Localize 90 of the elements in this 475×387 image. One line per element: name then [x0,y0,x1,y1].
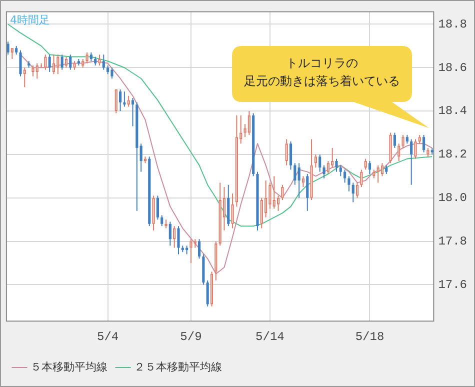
candlestick [348,176,350,192]
candlestick [298,162,300,198]
candlestick [60,54,64,70]
y-tick-label: 18.6 [438,60,468,75]
y-tick-label: 17.8 [438,234,468,248]
candlestick [376,164,380,184]
candlestick [364,158,367,170]
candlestick [152,195,155,231]
candlestick [402,134,404,148]
candlestick [64,56,68,68]
candlestick [123,91,126,108]
candlestick [210,271,214,307]
candlestick [168,221,172,246]
candlestick [356,182,359,198]
candlestick [268,182,272,210]
candlestick [156,195,159,220]
candlestick [114,88,118,114]
candlestick [352,182,354,203]
candlestick [285,138,288,166]
candlestick [118,88,122,112]
candlestick [160,214,164,227]
candlestick [231,193,234,229]
x-tick-label: 5/9 [180,330,202,344]
candlestick [36,62,38,79]
candlestick [276,195,280,212]
candlestick [335,158,338,172]
candlestick [414,138,417,160]
candlestick [360,169,363,188]
y-tick-label: 18.4 [438,104,468,118]
candlestick [32,64,34,77]
candlestick [44,54,47,70]
candlestick [281,184,284,201]
candlestick [56,54,60,75]
annotation: トルコリラの [285,55,359,72]
candlestick [69,54,72,70]
candlestick [339,164,342,177]
y-tick-label: 17.6 [438,278,468,292]
candlestick [410,138,413,186]
candlestick [344,169,346,184]
candlestick [314,154,317,168]
candlestick [10,48,14,60]
candlestick [389,132,392,164]
x-tick-label: 5/4 [97,330,119,344]
candlestick [310,138,313,201]
candlestick [131,98,134,127]
candlestick [235,114,238,208]
candlestick [48,54,51,72]
candlestick [294,162,296,186]
candlestick [140,143,142,172]
candlestick [177,226,180,255]
candlestick [368,160,372,174]
candlestick [198,238,201,260]
legend-label: ５本移動平均線 [30,360,108,374]
candlestick [218,182,222,246]
candlestick [326,160,330,174]
candlestick [173,226,176,248]
candlestick [206,280,209,307]
candlestick [98,54,101,66]
candlestick [393,132,396,148]
chart-title: 4時間足 [10,14,50,27]
candlestick [19,50,22,77]
candlestick [248,110,250,136]
x-tick-label: 5/14 [256,330,284,344]
candlestick [260,197,263,229]
candlestick [6,41,10,56]
y-tick-label: 18.8 [438,17,468,32]
candlestick [331,147,334,168]
candlestick [306,173,309,212]
candlestick [398,143,400,162]
speech-bubble: トルコリラの 足元の動きは落ち着いている [232,46,429,128]
y-tick-label: 18.0 [438,191,468,206]
candlestick [272,176,276,210]
candlestick [380,162,384,177]
candlestick [289,140,292,170]
candlestick [23,67,26,88]
candlestick [214,240,218,281]
candlestick [86,52,88,64]
candlestick [52,54,56,75]
candlestick [190,238,192,264]
candlestick [127,95,130,108]
candlestick [302,176,305,188]
annotation: 足元の動きは落ち着いている [243,73,401,90]
x-tick-label: 5/18 [355,330,384,344]
y-tick-label: 18.2 [438,148,468,162]
candlestick [318,154,322,172]
candlestick [102,54,105,70]
candlestick [422,134,426,153]
candlestick [110,67,114,79]
legend-label: ２５本移動平均線 [134,360,222,374]
candlestick [322,164,326,179]
